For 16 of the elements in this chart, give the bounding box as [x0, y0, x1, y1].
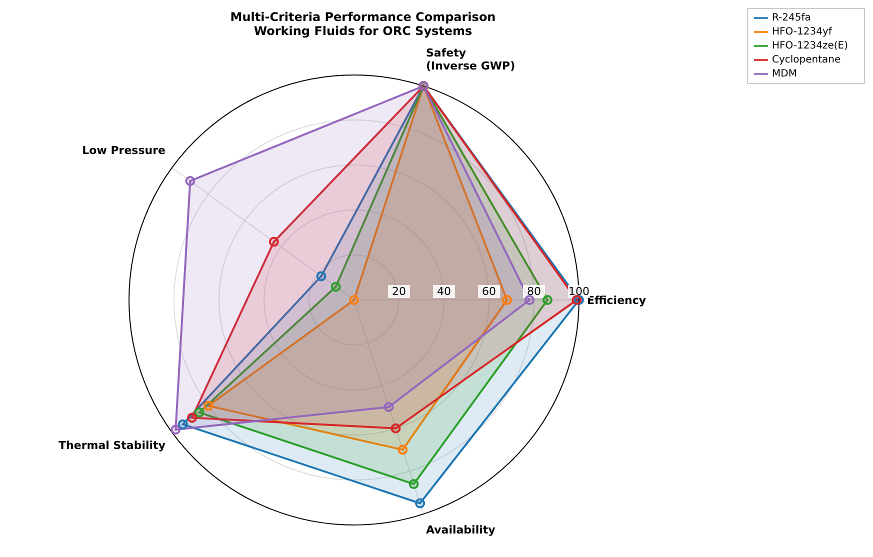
- y-tick-label: 60: [482, 285, 496, 298]
- legend-label: HFO-1234yf: [772, 26, 832, 38]
- spoke-label: Safety (Inverse GWP): [426, 46, 516, 72]
- legend-label: HFO-1234ze(E): [772, 40, 848, 52]
- y-tick-label: 80: [527, 285, 541, 298]
- y-tick-label: 100: [568, 285, 590, 298]
- legend-label: Cyclopentane: [772, 54, 841, 66]
- y-tick-label: 20: [392, 285, 406, 298]
- legend-label: R-245fa: [772, 12, 811, 24]
- spoke-label: Efficiency: [587, 294, 646, 307]
- spoke-label: Thermal Stability: [58, 438, 166, 452]
- y-tick-label: 40: [437, 285, 451, 298]
- legend-label: MDM: [772, 68, 797, 80]
- spoke-label: Availability: [426, 524, 496, 537]
- spoke-label: Low Pressure: [82, 144, 166, 158]
- text: Multi-Criteria Performance Comparison Working Fluids for ORC Systems: [229, 10, 497, 38]
